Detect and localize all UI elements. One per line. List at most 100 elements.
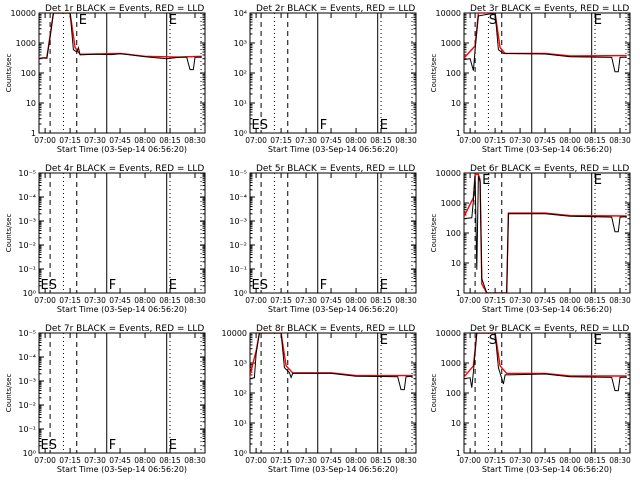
x-tick-label: 07:30 (84, 456, 106, 465)
series-line-lld (250, 333, 413, 378)
y-tick-label: 1 (31, 129, 36, 138)
x-tick-label: 08:00 (559, 136, 581, 145)
marker-label: E (251, 118, 259, 133)
marker-label: E (594, 13, 602, 28)
panel-title: Det 2r BLACK = Events, RED = LLD (256, 4, 415, 14)
y-tick-label: 10⁰ (234, 289, 247, 298)
plot-frame (249, 172, 417, 294)
x-axis-label: Start Time (03-Sep-14 06:56:20) (268, 145, 398, 154)
x-tick-label: 07:45 (109, 296, 131, 305)
x-tick-label: 07:15 (270, 296, 292, 305)
y-axis-label: Counts/sec (430, 374, 438, 413)
y-tick-label: 10⁰ (23, 449, 36, 458)
x-tick-label: 08:30 (609, 296, 631, 305)
x-tick-label: 07:00 (34, 456, 56, 465)
chart-panel-3: Det 3r BLACK = Events, RED = LLD 1 10 100 10… (430, 4, 631, 154)
chart-panel-8: Det 8r BLACK = Events, RED = LLD 10⁰ 10¹ 10… (222, 324, 417, 474)
marker-label: E (380, 278, 388, 293)
panel-title: Det 6r BLACK = Events, RED = LLD (470, 164, 629, 174)
y-tick-label: 10⁻³ (18, 217, 36, 226)
x-tick-label: 07:45 (534, 456, 556, 465)
y-tick-label: 10¹ (234, 419, 247, 428)
x-tick-label: 07:30 (295, 136, 317, 145)
x-axis-label: Start Time (03-Sep-14 06:56:20) (268, 465, 398, 474)
chart-panel-1: Det 1r BLACK = Events, RED = LLD 1 10 100 10… (5, 4, 206, 154)
x-axis-label: Start Time (03-Sep-14 06:56:20) (482, 145, 612, 154)
x-tick-label: 08:30 (184, 136, 206, 145)
y-tick-label: 10⁻¹ (229, 265, 247, 274)
x-tick-label: 07:30 (509, 296, 531, 305)
y-tick-label: 10⁻⁴ (18, 353, 36, 362)
marker-label: E (169, 278, 177, 293)
y-tick-label: 10³ (234, 359, 247, 368)
y-tick-label: 10⁻⁴ (18, 193, 36, 202)
x-tick-label: 07:00 (459, 136, 481, 145)
y-axis-label: Counts/sec (430, 214, 438, 253)
x-axis-label: Start Time (03-Sep-14 06:56:20) (482, 465, 612, 474)
x-tick-label: 08:00 (134, 296, 156, 305)
x-tick-label: 07:15 (59, 136, 81, 145)
x-tick-label: 07:30 (84, 136, 106, 145)
x-tick-label: 07:30 (295, 456, 317, 465)
plot-data (39, 13, 202, 71)
marker-label: E (169, 438, 177, 453)
x-tick-label: 08:30 (395, 296, 417, 305)
x-tick-label: 07:45 (109, 136, 131, 145)
panel-title: Det 5r BLACK = Events, RED = LLD (256, 164, 415, 174)
x-tick-label: 07:15 (59, 456, 81, 465)
panel-title: Det 1r BLACK = Events, RED = LLD (45, 4, 204, 14)
x-tick-label: 08:00 (345, 136, 367, 145)
x-tick-label: 08:30 (184, 296, 206, 305)
marker-label: S (49, 438, 57, 453)
marker-label: E (594, 173, 602, 188)
y-tick-label: 10000 (11, 9, 36, 18)
x-tick-label: 07:00 (245, 136, 267, 145)
y-tick-label: 10⁰ (23, 289, 36, 298)
marker-label: E (40, 278, 48, 293)
marker-label: E (169, 13, 177, 28)
y-tick-label: 10 (26, 99, 36, 108)
y-tick-label: 10⁻¹ (18, 425, 36, 434)
x-tick-label: 08:15 (584, 456, 606, 465)
plot-data (464, 333, 627, 392)
y-tick-label: 100 (446, 229, 461, 238)
x-tick-label: 08:30 (184, 456, 206, 465)
y-tick-label: 100 (21, 69, 36, 78)
x-tick-label: 08:15 (159, 456, 181, 465)
y-tick-label: 1 (456, 129, 461, 138)
x-tick-label: 07:00 (459, 456, 481, 465)
x-tick-label: 07:45 (320, 136, 342, 145)
marker-label: F (320, 118, 327, 133)
x-tick-label: 07:15 (484, 136, 506, 145)
x-tick-label: 07:30 (509, 136, 531, 145)
marker-label: S (260, 118, 268, 133)
y-tick-label: 1000 (441, 39, 461, 48)
y-axis-label: Counts/sec (5, 374, 13, 413)
panel-title: Det 9r BLACK = Events, RED = LLD (470, 324, 629, 334)
y-axis-label: Counts/sec (430, 54, 438, 93)
x-tick-label: 07:15 (484, 456, 506, 465)
x-axis-label: Start Time (03-Sep-14 06:56:20) (268, 305, 398, 314)
x-tick-label: 07:00 (245, 296, 267, 305)
x-tick-label: 08:00 (134, 136, 156, 145)
y-tick-label: 10⁻⁵ (18, 169, 36, 178)
y-tick-label: 1 (456, 449, 461, 458)
y-tick-label: 100 (446, 389, 461, 398)
x-tick-label: 07:45 (320, 456, 342, 465)
x-tick-label: 07:30 (84, 296, 106, 305)
x-tick-label: 07:30 (509, 456, 531, 465)
x-axis-label: Start Time (03-Sep-14 06:56:20) (57, 465, 187, 474)
y-tick-label: 10000 (222, 329, 247, 338)
x-tick-label: 08:30 (609, 456, 631, 465)
marker-label: E (482, 173, 490, 188)
series-line-events (464, 175, 627, 293)
series-line-events (464, 333, 627, 392)
y-tick-label: 10⁻¹ (18, 265, 36, 274)
x-tick-label: 08:00 (559, 296, 581, 305)
y-tick-label: 10⁰ (234, 449, 247, 458)
marker-label: E (79, 13, 87, 28)
x-tick-label: 07:45 (109, 456, 131, 465)
x-tick-label: 07:45 (320, 296, 342, 305)
marker-label: E (380, 333, 388, 348)
